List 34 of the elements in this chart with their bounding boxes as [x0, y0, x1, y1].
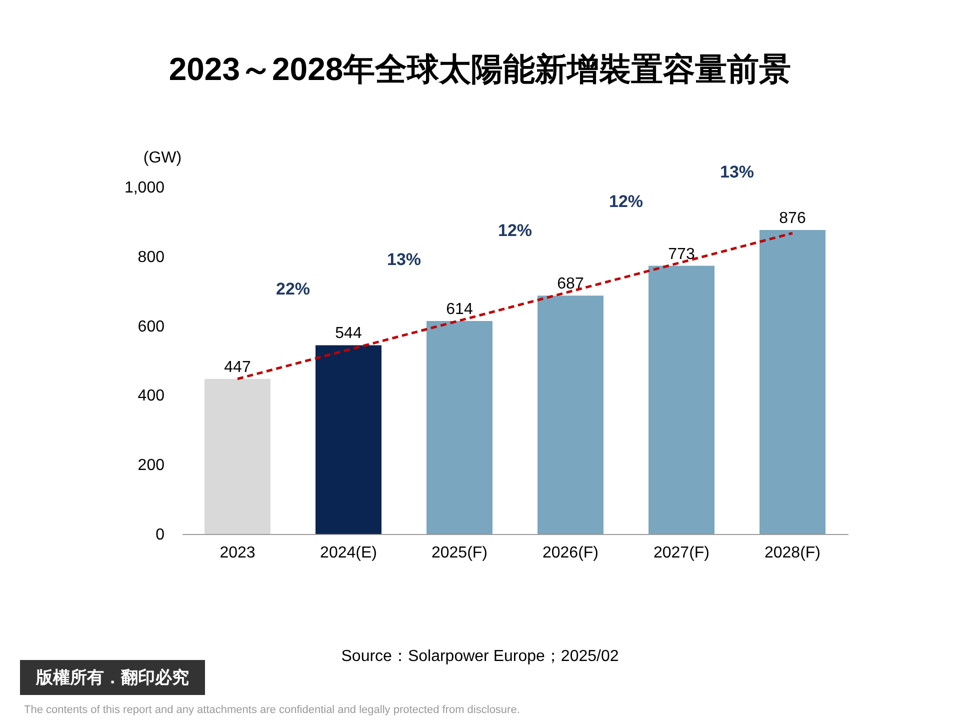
data-label: 773: [668, 246, 695, 263]
y-tick-label: 600: [138, 318, 165, 336]
text: 13%: [720, 162, 754, 182]
data-label: 614: [446, 300, 473, 318]
data-label: 544: [335, 325, 362, 342]
annotation: 12%: [608, 192, 644, 211]
x-tick-label: 2027(F): [653, 544, 710, 562]
y-tick-label: 400: [138, 388, 165, 405]
bar: [204, 378, 270, 534]
x-tick-label: 2028(F): [764, 544, 821, 562]
y-tick-label: 200: [138, 457, 165, 474]
bar: [316, 345, 382, 534]
data-label: 447: [224, 358, 251, 376]
annotation: 12%: [498, 221, 532, 240]
bar: [648, 266, 714, 534]
x-tick-label: 2026(F): [542, 544, 599, 562]
y-tick-label: 1,000: [124, 180, 165, 196]
y-axis-title: (GW): [143, 150, 182, 166]
text: The contents of this report and any attachments are confidential and legally protected from disclosure.: [24, 704, 520, 716]
annotation: 13%: [386, 250, 422, 270]
bar: [426, 320, 492, 534]
data-label: 687: [557, 276, 584, 293]
y-tick-label: 0: [156, 526, 165, 544]
x-tick-label: 2023: [220, 544, 256, 562]
x-tick-label: 2024(E): [320, 544, 377, 562]
source-note: Source：Solarpower Europe；2025/02: [340, 647, 620, 667]
chart-title: 2023～2028年全球太陽能新增裝置容量前景: [168, 50, 792, 89]
annotation: 22%: [276, 279, 310, 298]
bar: [538, 296, 604, 534]
data-label: 876: [779, 210, 806, 228]
y-tick-label: 800: [138, 248, 165, 266]
text: 版權所有．翻印必究: [20, 660, 205, 695]
bar: [760, 230, 826, 534]
x-tick-label: 2025(F): [431, 544, 488, 562]
